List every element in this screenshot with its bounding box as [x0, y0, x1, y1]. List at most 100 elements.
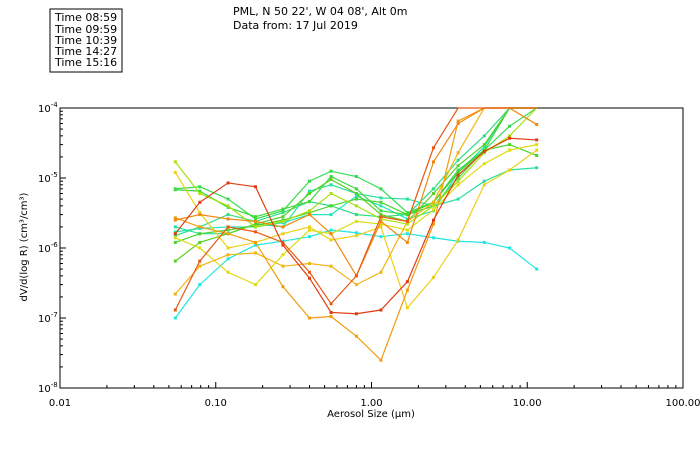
data-point	[173, 232, 177, 236]
data-point	[405, 240, 409, 244]
data-point	[482, 145, 486, 149]
series-8	[173, 107, 538, 229]
data-point	[379, 219, 383, 223]
data-point	[198, 226, 202, 230]
axis-ticks: 0.01 0.10 1.00 10.00 100.00 10-8 10-7 10-6 10-5 1…	[38, 101, 700, 409]
x-tick-label: 100.00	[666, 398, 700, 409]
data-point	[329, 238, 333, 242]
data-point	[456, 119, 460, 123]
data-point	[456, 173, 460, 177]
series-9	[173, 143, 539, 287]
data-point	[431, 218, 435, 222]
location-header: PML, N 50 22', W 04 08', Alt 0m	[233, 5, 407, 18]
data-point	[482, 179, 486, 183]
data-point	[226, 257, 230, 261]
data-point	[308, 200, 312, 204]
data-point	[254, 222, 258, 226]
data-point	[198, 246, 202, 250]
data-point	[456, 170, 460, 174]
data-point	[379, 217, 383, 221]
data-point	[254, 225, 258, 229]
data-point	[329, 232, 333, 236]
data-point	[431, 204, 435, 208]
data-point	[198, 264, 202, 268]
data-point	[456, 151, 460, 155]
data-point	[226, 181, 230, 185]
data-point	[254, 240, 258, 244]
data-point	[354, 231, 358, 235]
x-axis-title: Aerosol Size (µm)	[327, 409, 415, 420]
data-point	[482, 162, 486, 166]
data-point	[354, 283, 358, 287]
data-point	[329, 178, 333, 182]
data-point	[198, 211, 202, 215]
data-point	[431, 200, 435, 204]
legend-item-1: Time 09:59	[54, 23, 117, 36]
data-point	[226, 225, 230, 229]
data-point	[329, 302, 333, 306]
data-point	[535, 166, 539, 170]
y-tick-label: 10-5	[38, 171, 58, 185]
data-point	[329, 310, 333, 314]
data-point	[198, 283, 202, 287]
series-line	[174, 107, 538, 228]
data-point	[405, 219, 409, 223]
data-point	[405, 217, 409, 221]
series-15	[173, 136, 539, 316]
data-point	[308, 270, 312, 274]
data-point	[508, 124, 512, 128]
data-point	[535, 138, 539, 142]
data-point	[226, 270, 230, 274]
series-7	[173, 107, 537, 263]
data-point	[254, 185, 258, 189]
data-point	[198, 189, 202, 193]
data-point	[379, 187, 383, 191]
data-point	[431, 192, 435, 196]
data-point	[379, 235, 383, 239]
data-point	[254, 251, 258, 255]
data-point	[482, 143, 486, 147]
data-point	[173, 292, 177, 296]
y-axis-title: dV/d(log R) (cm³/cm³)	[19, 192, 30, 301]
series-5	[173, 107, 537, 219]
data-point	[308, 225, 312, 229]
data-point	[535, 153, 539, 157]
data-point	[329, 228, 333, 232]
x-tick-label: 10.00	[513, 398, 542, 409]
data-point	[226, 205, 230, 209]
data-point	[535, 148, 539, 152]
y-tick-label: 10-6	[38, 241, 58, 255]
data-point	[281, 264, 285, 268]
data-point	[198, 240, 202, 244]
data-point	[379, 213, 383, 217]
series-line	[175, 107, 537, 237]
data-point	[254, 215, 258, 219]
data-point	[173, 316, 177, 320]
data-point	[173, 218, 177, 222]
data-point	[226, 204, 230, 208]
data-point	[329, 315, 333, 319]
data-point	[308, 189, 312, 193]
data-point	[456, 238, 460, 242]
data-point	[354, 197, 358, 201]
data-point	[281, 240, 285, 244]
data-point	[456, 168, 460, 172]
data-point	[308, 192, 312, 196]
data-point	[173, 236, 177, 240]
data-point	[431, 275, 435, 279]
data-point	[508, 143, 512, 147]
data-point	[379, 196, 383, 200]
series-12	[173, 107, 537, 362]
data-point	[281, 219, 285, 223]
data-point	[379, 204, 383, 208]
data-point	[482, 134, 486, 138]
data-point	[354, 334, 358, 338]
data-point	[456, 122, 460, 126]
data-point	[173, 308, 177, 312]
data-point	[405, 306, 409, 310]
data-point	[405, 288, 409, 292]
date-header: Data from: 17 Jul 2019	[233, 19, 358, 32]
data-point	[329, 192, 333, 196]
data-point	[173, 216, 177, 220]
data-point	[198, 213, 202, 217]
